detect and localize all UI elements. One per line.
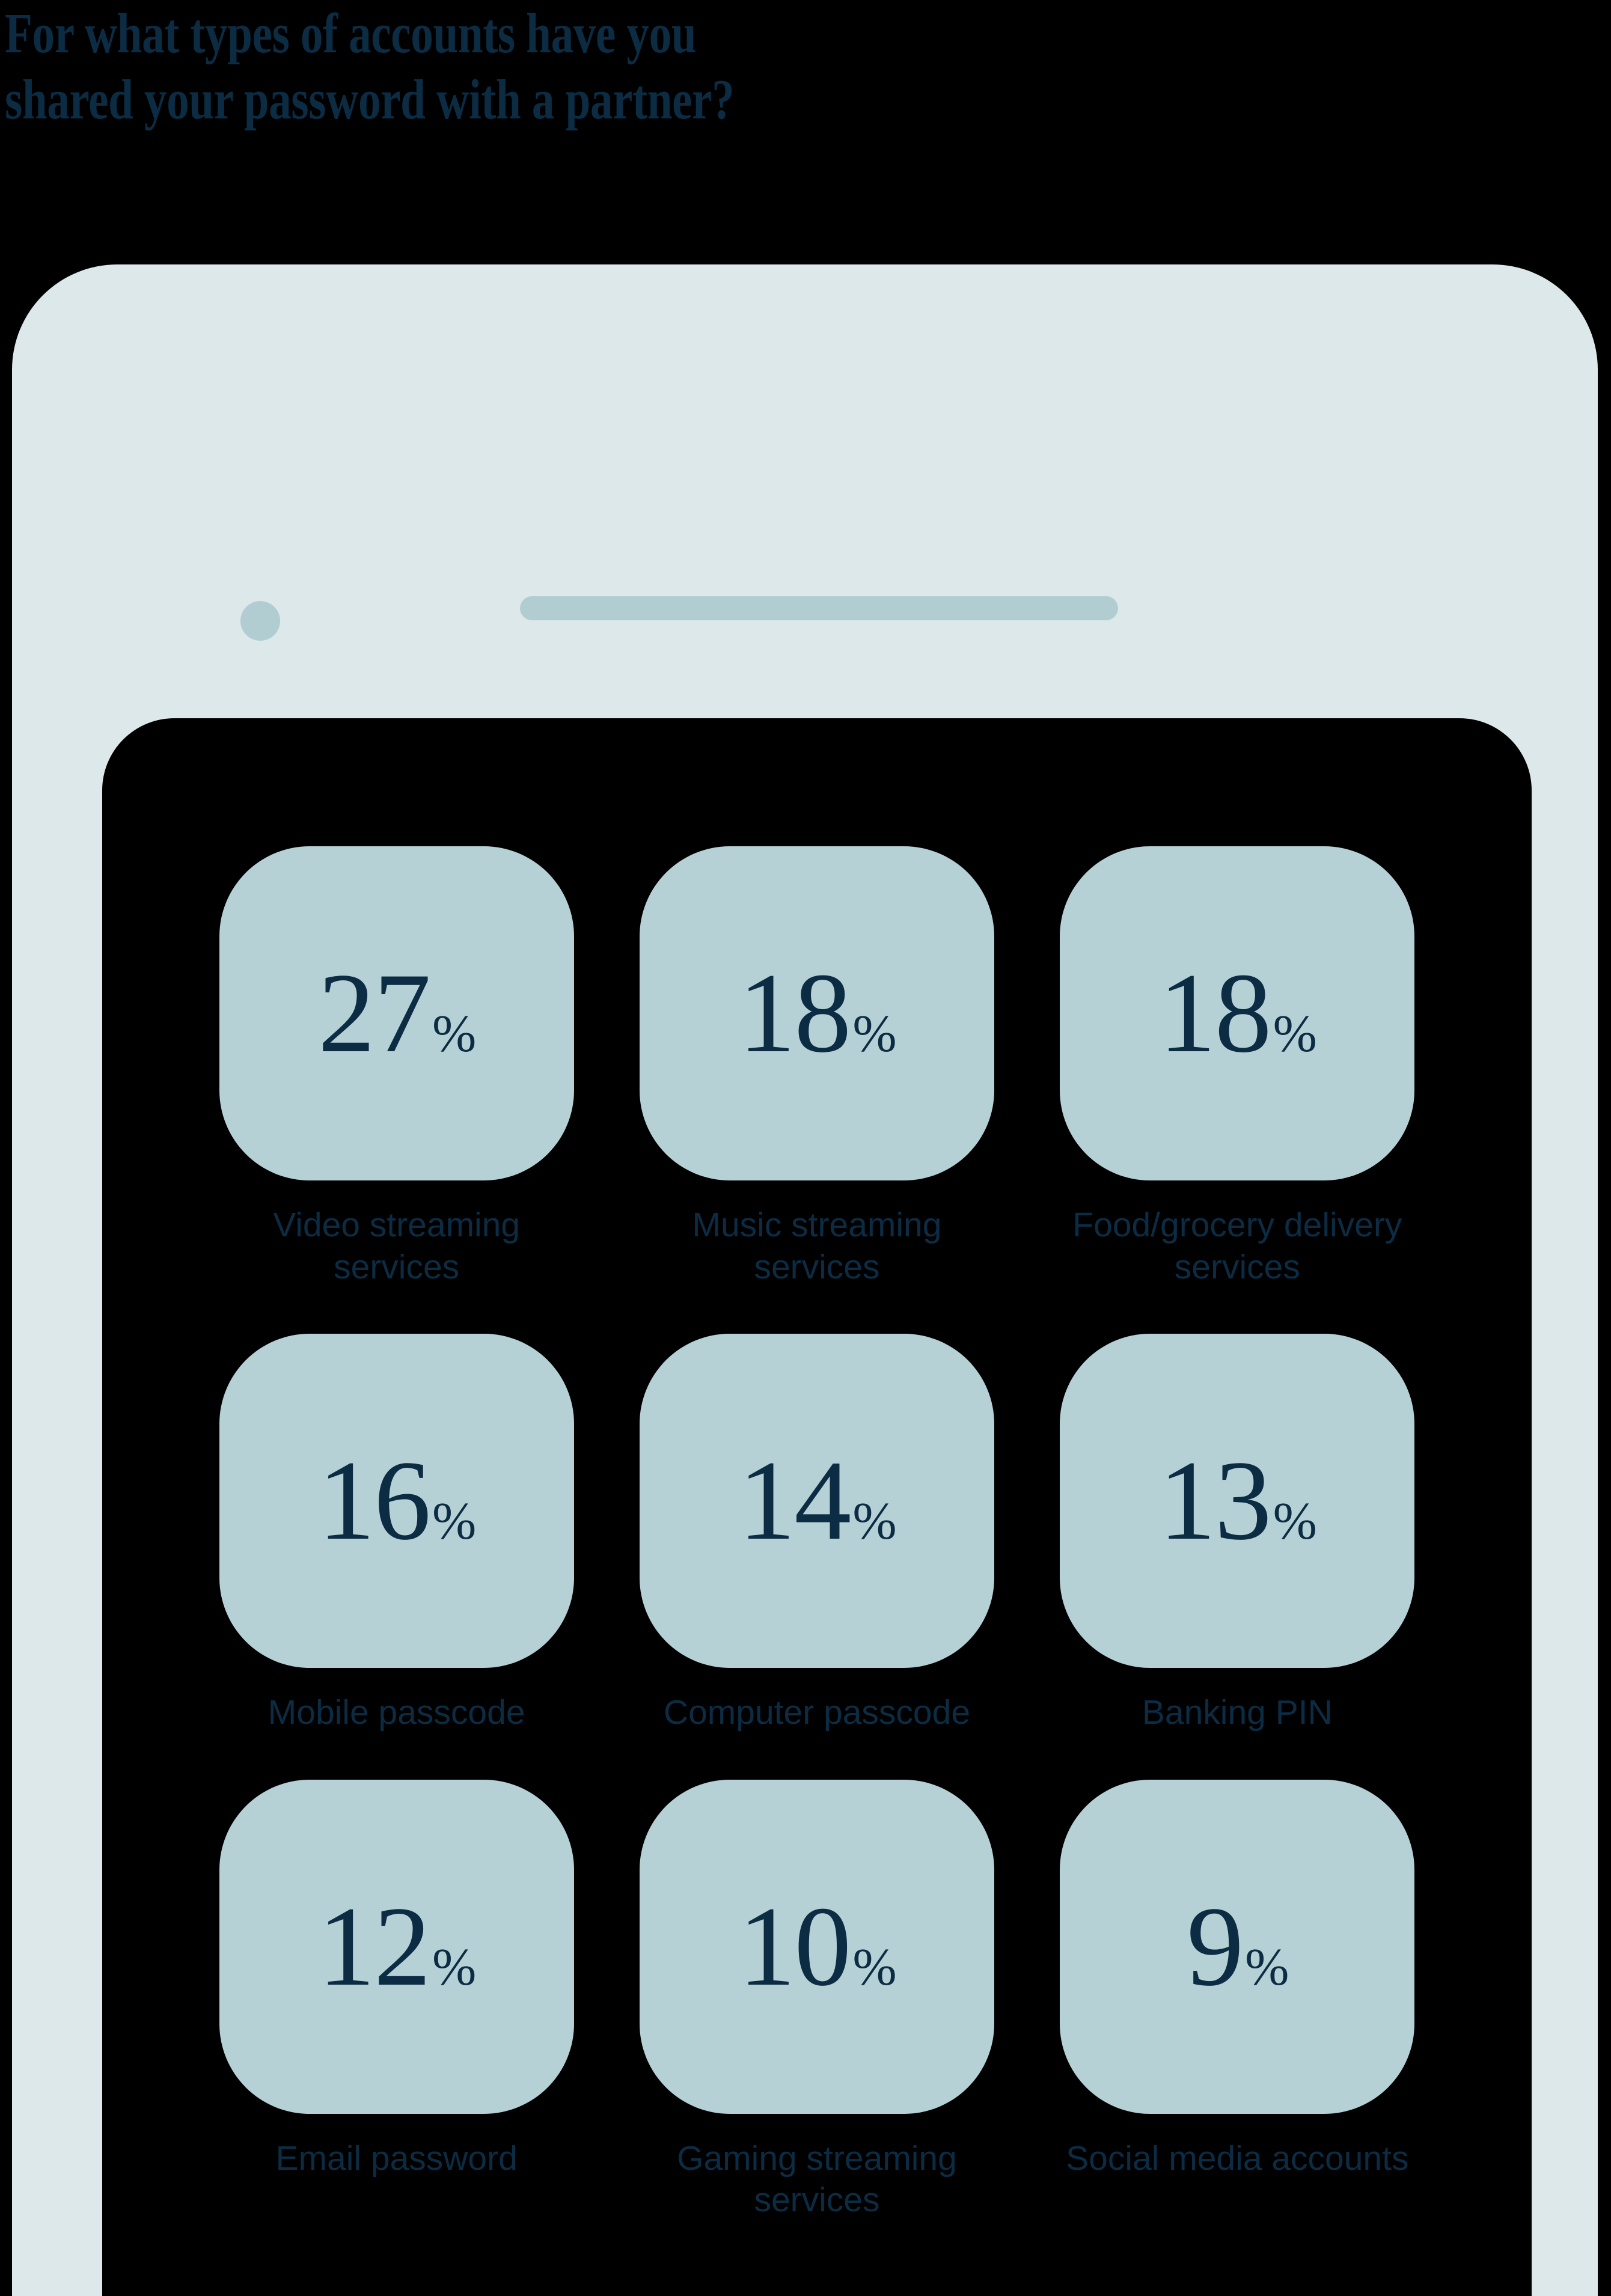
percent-sign: % [1273,1005,1317,1063]
stat-cell[interactable]: 13% Banking PIN [1027,1334,1447,1734]
stat-value: 12% [318,1883,476,2010]
stat-tile[interactable]: 9% [1060,1779,1415,2114]
stat-label: Banking PIN [1142,1693,1333,1732]
percent-sign: % [852,1005,896,1063]
percent-sign: % [432,1005,476,1063]
stat-number: 10 [738,1883,851,2010]
stat-cell[interactable]: 18% Music streaming services [607,846,1027,1288]
stat-grid: 27% Video streaming services 18% Music s… [102,846,1532,2221]
page-title: For what types of accounts have you shar… [5,2,735,131]
stat-value: 9% [1187,1883,1289,2010]
stat-value: 18% [738,950,896,1076]
stat-cell[interactable]: 9% Social media accounts [1027,1779,1447,2221]
stat-label: Mobile passcode [267,1693,525,1732]
stat-cell[interactable]: 12% Email password [186,1779,607,2221]
stat-value: 10% [738,1883,896,2010]
stat-tile[interactable]: 18% [1060,846,1415,1180]
stat-value: 18% [1158,950,1317,1076]
stat-label: Music streaming services [692,1206,942,1286]
stat-value: 16% [318,1438,476,1565]
stat-tile[interactable]: 18% [639,846,994,1180]
speaker-bar-icon [520,596,1118,620]
stat-number: 27 [318,950,431,1076]
stat-label: Social media accounts [1066,2139,1409,2178]
stat-number: 16 [318,1438,431,1565]
stat-number: 9 [1187,1883,1244,2010]
stat-tile[interactable]: 10% [639,1779,994,2114]
stat-label: Gaming streaming services [677,2139,957,2220]
stat-cell[interactable]: 10% Gaming streaming services [607,1779,1027,2221]
stat-cell[interactable]: 18% Food/grocery delivery services [1027,846,1447,1288]
stat-number: 14 [738,1438,851,1565]
percent-sign: % [852,1938,896,1997]
stat-tile[interactable]: 16% [219,1334,574,1669]
percent-sign: % [1273,1492,1317,1551]
stat-tile[interactable]: 13% [1060,1334,1415,1669]
stat-label: Video streaming services [273,1206,521,1286]
stat-label: Email password [275,2139,518,2178]
stat-number: 12 [318,1883,431,2010]
stat-number: 18 [738,950,851,1076]
stat-label: Food/grocery delivery services [1072,1206,1402,1286]
stat-cell[interactable]: 27% Video streaming services [186,846,607,1288]
stat-value: 14% [738,1438,896,1565]
stat-cell[interactable]: 14% Computer passcode [607,1334,1027,1734]
stat-cell[interactable]: 16% Mobile passcode [186,1334,607,1734]
stat-value: 13% [1158,1438,1317,1565]
stat-number: 18 [1158,950,1272,1076]
stat-label: Computer passcode [663,1693,971,1732]
percent-sign: % [1245,1938,1289,1997]
percent-sign: % [432,1938,476,1997]
stat-tile[interactable]: 27% [219,846,574,1180]
stat-tile[interactable]: 12% [219,1779,574,2114]
camera-lens-icon [240,601,280,641]
stat-tile[interactable]: 14% [639,1334,994,1669]
phone-screen: 27% Video streaming services 18% Music s… [102,718,1532,2296]
stat-value: 27% [318,950,476,1076]
phone-frame: 27% Video streaming services 18% Music s… [12,264,1598,2296]
percent-sign: % [852,1492,896,1551]
stat-number: 13 [1158,1438,1272,1565]
percent-sign: % [432,1492,476,1551]
